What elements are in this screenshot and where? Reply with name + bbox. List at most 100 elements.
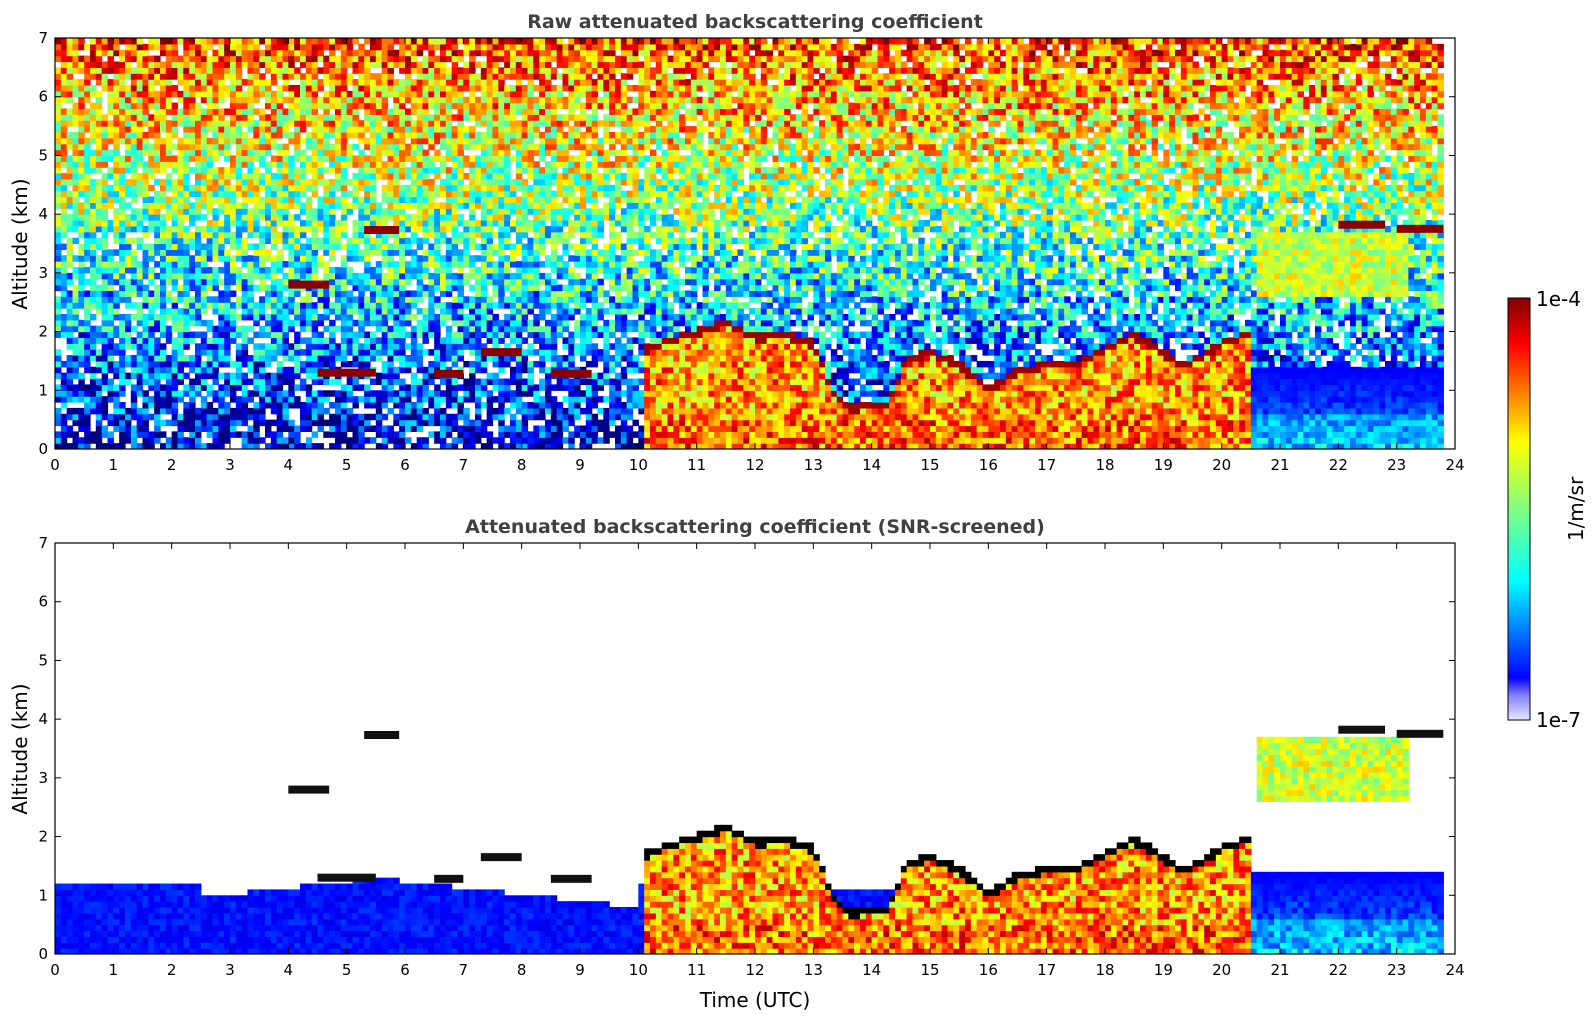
heatmap-cell: [253, 173, 259, 179]
heatmap-cell: [294, 103, 300, 109]
heatmap-cell: [148, 126, 154, 132]
heatmap-cell: [463, 220, 469, 226]
heatmap-cell: [399, 44, 405, 50]
heatmap-cell: [341, 290, 347, 296]
heatmap-cell: [67, 114, 73, 120]
heatmap-cell: [475, 302, 481, 308]
heatmap-cell: [277, 179, 283, 185]
heatmap-cell: [172, 296, 178, 302]
heatmap-cell: [253, 79, 259, 85]
heatmap-cell: [300, 261, 306, 267]
heatmap-cell: [61, 132, 67, 138]
heatmap-cell: [253, 56, 259, 62]
heatmap-cell: [358, 320, 364, 326]
heatmap-cell: [528, 103, 534, 109]
heatmap-cell: [137, 61, 143, 67]
heatmap-cell: [376, 355, 382, 361]
heatmap-cell: [393, 114, 399, 120]
heatmap-cell: [452, 67, 458, 73]
heatmap-cell: [253, 73, 259, 79]
heatmap-cell: [288, 50, 294, 56]
heatmap-cell: [329, 390, 335, 396]
heatmap-cell: [143, 91, 149, 97]
heatmap-cell: [504, 197, 510, 203]
heatmap-cell: [248, 208, 254, 214]
heatmap-cell: [318, 120, 324, 126]
heatmap-cell: [248, 126, 254, 132]
heatmap-cell: [218, 426, 224, 432]
heatmap-cell: [236, 150, 242, 156]
heatmap-cell: [417, 126, 423, 132]
heatmap-cell: [481, 150, 487, 156]
heatmap-cell: [522, 226, 528, 232]
heatmap-cell: [113, 150, 119, 156]
heatmap-cell: [148, 437, 154, 443]
heatmap-cell: [417, 255, 423, 261]
heatmap-cell: [102, 320, 108, 326]
heatmap-cell: [434, 384, 440, 390]
heatmap-cell: [131, 138, 137, 144]
heatmap-cell: [469, 308, 475, 314]
heatmap-cell: [329, 103, 335, 109]
heatmap-cell: [458, 285, 464, 291]
heatmap-cell: [353, 437, 359, 443]
heatmap-cell: [335, 343, 341, 349]
heatmap-cell: [201, 191, 207, 197]
heatmap-cell: [423, 132, 429, 138]
heatmap-cell: [218, 38, 224, 44]
heatmap-cell: [201, 144, 207, 150]
heatmap-cell: [172, 343, 178, 349]
heatmap-cell: [183, 326, 189, 332]
heatmap-cell: [265, 361, 271, 367]
heatmap-cell: [341, 408, 347, 414]
heatmap-cell: [183, 308, 189, 314]
heatmap-cell: [388, 384, 394, 390]
heatmap-cell: [405, 384, 411, 390]
heatmap-cell: [452, 390, 458, 396]
heatmap-cell: [341, 332, 347, 338]
heatmap-cell: [218, 91, 224, 97]
heatmap-cell: [84, 173, 90, 179]
heatmap-cell: [113, 332, 119, 338]
heatmap-cell: [55, 226, 61, 232]
heatmap-cell: [154, 179, 160, 185]
heatmap-cell: [399, 420, 405, 426]
heatmap-cell: [55, 44, 61, 50]
heatmap-cell: [189, 79, 195, 85]
heatmap-cell: [189, 296, 195, 302]
heatmap-cell: [370, 150, 376, 156]
heatmap-cell: [73, 50, 79, 56]
heatmap-cell: [178, 185, 184, 191]
heatmap-cell: [475, 79, 481, 85]
heatmap-cell: [113, 173, 119, 179]
heatmap-cell: [510, 197, 516, 203]
heatmap-cell: [417, 420, 423, 426]
heatmap-cell: [67, 202, 73, 208]
heatmap-cell: [195, 202, 201, 208]
heatmap-cell: [481, 226, 487, 232]
heatmap-cell: [417, 38, 423, 44]
heatmap-cell: [213, 197, 219, 203]
heatmap-cell: [125, 108, 131, 114]
heatmap-cell: [341, 56, 347, 62]
heatmap-cell: [528, 126, 534, 132]
heatmap-cell: [207, 426, 213, 432]
heatmap-cell: [288, 114, 294, 120]
heatmap-cell: [475, 232, 481, 238]
heatmap-cell: [411, 379, 417, 385]
heatmap-cell: [265, 343, 271, 349]
heatmap-cell: [271, 308, 277, 314]
heatmap-cell: [417, 332, 423, 338]
heatmap-cell: [440, 308, 446, 314]
heatmap-cell: [102, 138, 108, 144]
heatmap-cell: [236, 73, 242, 79]
heatmap-cell: [195, 67, 201, 73]
heatmap-cell: [195, 185, 201, 191]
heatmap-cell: [341, 50, 347, 56]
heatmap-cell: [300, 185, 306, 191]
heatmap-cell: [108, 290, 114, 296]
heatmap-cell: [172, 384, 178, 390]
heatmap-cell: [90, 367, 96, 373]
heatmap-cell: [376, 420, 382, 426]
heatmap-cell: [172, 437, 178, 443]
